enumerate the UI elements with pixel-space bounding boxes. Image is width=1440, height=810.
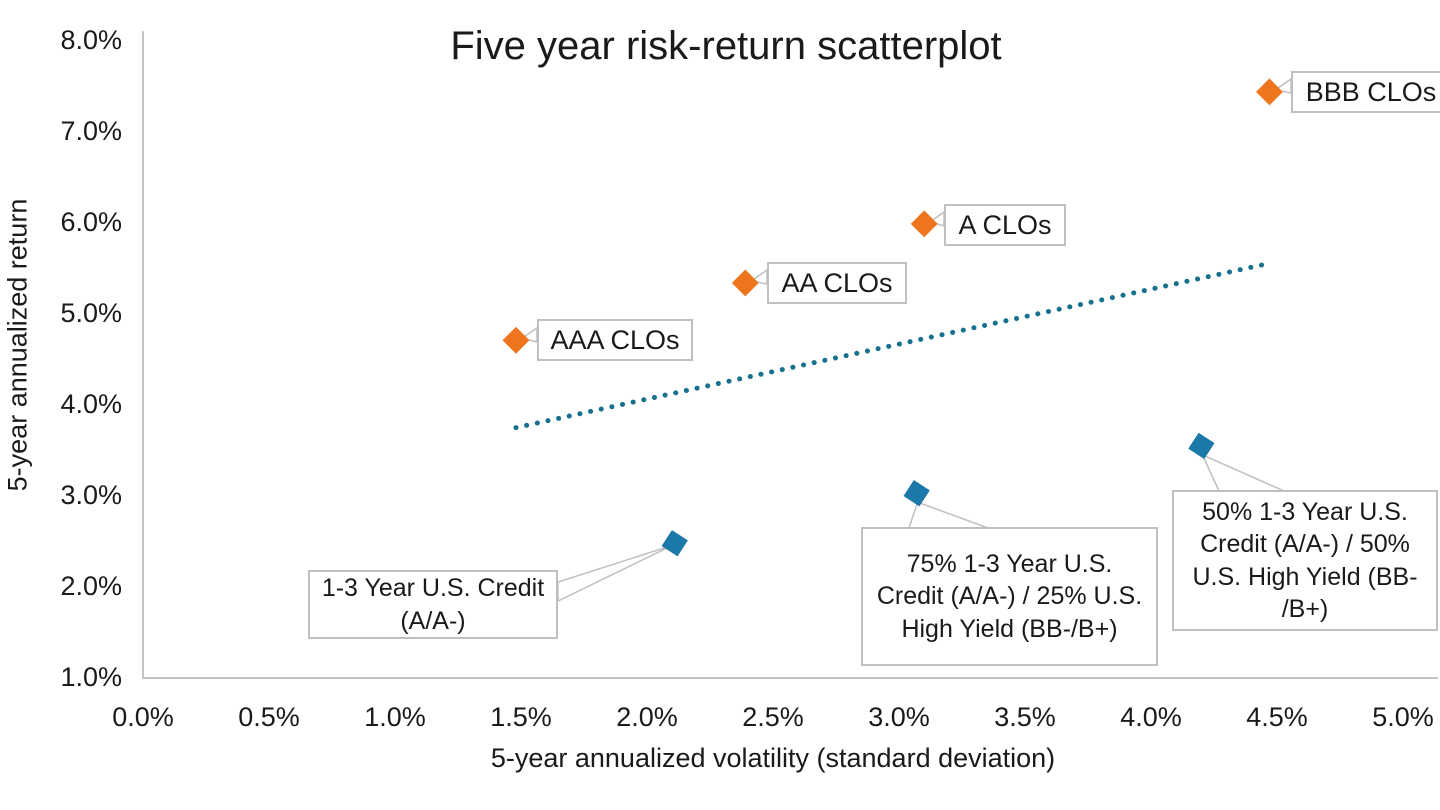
y-tick-label: 8.0% (60, 25, 122, 55)
data-point-marker (1188, 432, 1215, 460)
data-point-marker (1256, 78, 1283, 106)
callout-leader-line (907, 501, 989, 529)
data-point-label: 1-3 Year U.S. Credit (A/A-) (308, 570, 558, 639)
callout-leader-line (557, 544, 674, 603)
data-point-label: 50% 1-3 Year U.S. Credit (A/A-) / 50% U.S.… (1172, 490, 1438, 631)
data-point-label: A CLOs (944, 204, 1066, 246)
x-tick-label: 0.0% (112, 702, 174, 732)
x-tick-label: 2.5% (742, 702, 804, 732)
data-point-label: AA CLOs (767, 262, 907, 304)
y-tick-label: 3.0% (60, 480, 122, 510)
x-tick-label: 5.0% (1372, 702, 1434, 732)
x-tick-label: 2.0% (616, 702, 678, 732)
x-axis-title: 5-year annualized volatility (standard d… (490, 743, 1056, 773)
data-point-marker (661, 530, 688, 557)
y-tick-label: 6.0% (60, 207, 122, 237)
data-point-marker (731, 269, 759, 297)
y-tick-label: 7.0% (60, 116, 122, 146)
x-tick-label: 4.5% (1246, 702, 1308, 732)
data-point-marker (910, 210, 938, 238)
x-tick-label: 4.0% (1120, 702, 1182, 732)
data-point-label: BBB CLOs (1291, 71, 1440, 113)
y-tick-label: 4.0% (60, 389, 122, 419)
data-point-label: AAA CLOs (537, 319, 693, 361)
chart-title: Five year risk-return scatterplot (450, 24, 1002, 68)
x-tick-label: 3.0% (868, 702, 930, 732)
data-point-label: 75% 1-3 Year U.S. Credit (A/A-) / 25% U.S… (861, 527, 1158, 666)
x-tick-label: 1.0% (364, 702, 426, 732)
x-tick-label: 0.5% (238, 702, 300, 732)
x-tick-label: 3.5% (994, 702, 1056, 732)
data-point-marker (903, 480, 930, 507)
data-point-marker (502, 326, 530, 354)
x-axis-line (142, 677, 1438, 679)
y-tick-label: 2.0% (60, 571, 122, 601)
x-tick-label: 1.5% (490, 702, 552, 732)
y-tick-label: 5.0% (60, 298, 122, 328)
y-axis-line (142, 31, 144, 678)
callout-leader-line (1200, 453, 1285, 492)
y-tick-label: 1.0% (60, 662, 122, 692)
